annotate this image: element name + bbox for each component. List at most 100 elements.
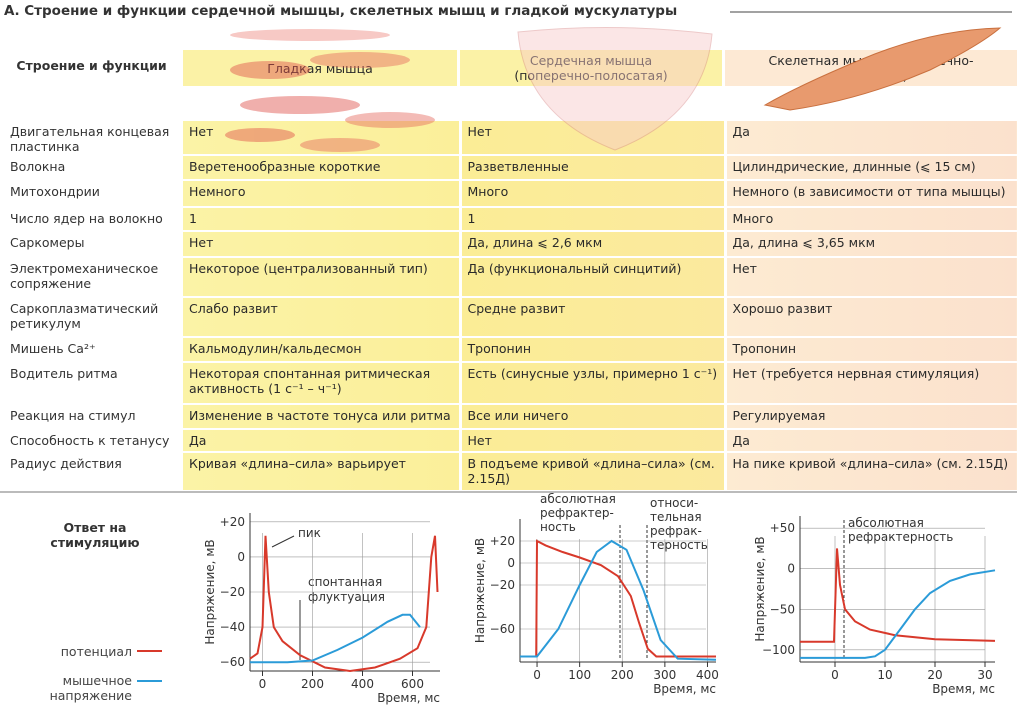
table-cell: Нет: [460, 119, 727, 155]
x-axis-label: Время, мс: [653, 682, 716, 696]
y-axis-label: Напряжение, мВ: [753, 536, 767, 641]
series-line: [520, 539, 716, 658]
response-label: Ответ на стимуляцию: [50, 520, 140, 550]
row-label: Мишень Ca²⁺: [0, 336, 183, 362]
annotation: абсолютная рефрактерность: [848, 516, 953, 544]
series-line: [800, 569, 996, 659]
table-cell: Некоторое (централизованный тип): [183, 256, 462, 297]
x-tick-label: 10: [877, 668, 892, 682]
y-tick-label: +20: [490, 534, 515, 548]
table-cell: Тропонин: [725, 336, 1017, 362]
table-cell: Да, длина ⩽ 2,6 мкм: [460, 230, 727, 257]
table-cell: Много: [725, 206, 1017, 231]
table-cell: Да, длина ⩽ 3,65 мкм: [725, 230, 1017, 257]
legend-label: мышечное напряжение: [49, 673, 132, 703]
table-cell: Много: [460, 179, 727, 207]
table-cell: Немного (в зависимости от типа мышцы): [725, 179, 1017, 207]
y-axis-label: Напряжение, мВ: [473, 538, 487, 643]
corner-label: Строение и функции: [16, 58, 167, 73]
table-cell: 1: [183, 206, 462, 231]
column-header: Гладкая мышца: [183, 40, 460, 120]
row-label: Электромеханическое сопряжение: [0, 256, 183, 297]
y-tick-label: 0: [507, 556, 515, 570]
x-tick-label: 400: [696, 668, 719, 682]
table-cell: Все или ничего: [460, 403, 727, 429]
legend-label: потенциал: [60, 644, 132, 659]
table-row: Волокна Веретенообразные короткие Разветвл…: [0, 154, 1017, 180]
table-cell: Нет: [460, 428, 727, 452]
table-cell: Веретенообразные короткие: [183, 154, 462, 180]
annotation-pointer: [271, 535, 295, 548]
table-row: Саркомеры Нет Да, длина ⩽ 2,6 мкм Да, длина…: [0, 230, 1017, 257]
table-cell: Слабо развит: [183, 296, 462, 337]
table-cell: Кривая «длина–сила» варьирует: [183, 451, 462, 490]
x-tick-label: 30: [977, 668, 992, 682]
annotation: пик: [298, 526, 321, 540]
x-tick-label: 200: [301, 677, 324, 691]
table-row: Мишень Ca²⁺ Кальмодулин/кальдесмон Тропони…: [0, 336, 1017, 362]
table-cell: Нет: [183, 230, 462, 257]
x-tick-label: 400: [351, 677, 374, 691]
table-row: Способность к тетанусу Да Нет Да: [0, 428, 1017, 452]
x-axis-label: Время, мс: [377, 691, 440, 705]
y-tick-label: 0: [787, 562, 795, 576]
x-tick-label: 0: [831, 668, 839, 682]
annotation: абсолютная рефрактер-ность: [540, 492, 616, 534]
y-tick-label: −60: [220, 655, 245, 669]
table-row: Радиус действия Кривая «длина–сила» варьи…: [0, 451, 1017, 490]
column-title: Сердечная мышца (поперечно-полосатая): [460, 50, 722, 86]
row-label: Способность к тетанусу: [0, 428, 183, 452]
table-cell: Кальмодулин/кальдесмон: [183, 336, 462, 362]
y-tick-label: −50: [770, 602, 795, 616]
table-row: Водитель ритма Некоторая спонтанная ритми…: [0, 361, 1017, 404]
table-cell: Немного: [183, 179, 462, 207]
table-cell: Да: [725, 119, 1017, 155]
table-cell: Изменение в частоте тонуса или ритма: [183, 403, 462, 429]
table-cell: Некоторая спонтанная ритмическая активно…: [183, 361, 462, 404]
table-cell: Нет: [183, 119, 462, 155]
series-line: [800, 548, 996, 643]
y-tick-label: 0: [237, 550, 245, 564]
x-tick-label: 0: [259, 677, 267, 691]
table-row: Электромеханическое сопряжение Некоторое …: [0, 256, 1017, 297]
table-row: Саркоплазматический ретикулум Слабо разви…: [0, 296, 1017, 337]
table-cell: Средне развит: [460, 296, 727, 337]
table-row: Митохондрии Немного Много Немного (в зависи…: [0, 179, 1017, 207]
table-cell: На пике кривой «длина–сила» (см. 2.15Д): [725, 451, 1017, 490]
table-cell: Нет: [725, 256, 1017, 297]
row-label: Водитель ритма: [0, 361, 183, 404]
row-label: Число ядер на волокно: [0, 206, 183, 231]
table-cell: Регулируемая: [725, 403, 1017, 429]
column-title: Гладкая мышца: [183, 50, 457, 86]
table-cell: В подъеме кривой «длина–сила» (см. 2.15Д…: [460, 451, 727, 490]
column-header: Сердечная мышца (поперечно-полосатая): [460, 40, 725, 120]
x-tick-label: 20: [927, 668, 942, 682]
table-cell: 1: [460, 206, 727, 231]
y-tick-label: +50: [770, 521, 795, 535]
table-cell: Да (функциональный синцитий): [460, 256, 727, 297]
comparison-table: Строение и функции Гладкая мышца Сердечн…: [0, 40, 1017, 490]
table-cell: Нет (требуется нервная стимуляция): [725, 361, 1017, 404]
table-cell: Тропонин: [460, 336, 727, 362]
row-label: Волокна: [0, 154, 183, 180]
table-cell: Да: [725, 428, 1017, 452]
row-label: Саркомеры: [0, 230, 183, 257]
annotation: относи-тельная рефрак-терность: [650, 496, 708, 552]
table-row: Реакция на стимул Изменение в частоте тон…: [0, 403, 1017, 429]
y-tick-label: −20: [220, 585, 245, 599]
row-label: Радиус действия: [0, 451, 183, 490]
corner-cell: Строение и функции: [0, 40, 183, 120]
row-label: Саркоплазматический ретикулум: [0, 296, 183, 337]
y-tick-label: +20: [220, 515, 245, 529]
x-tick-label: 200: [611, 668, 634, 682]
annotation: спонтанная флуктуация: [308, 575, 385, 604]
row-label: Реакция на стимул: [0, 403, 183, 429]
row-label: Двигательная концевая пластинка: [0, 119, 183, 155]
series-line: [249, 535, 439, 673]
y-tick-label: −20: [490, 578, 515, 592]
table-row: Число ядер на волокно 1 1 Много: [0, 206, 1017, 231]
series-line: [250, 613, 421, 664]
